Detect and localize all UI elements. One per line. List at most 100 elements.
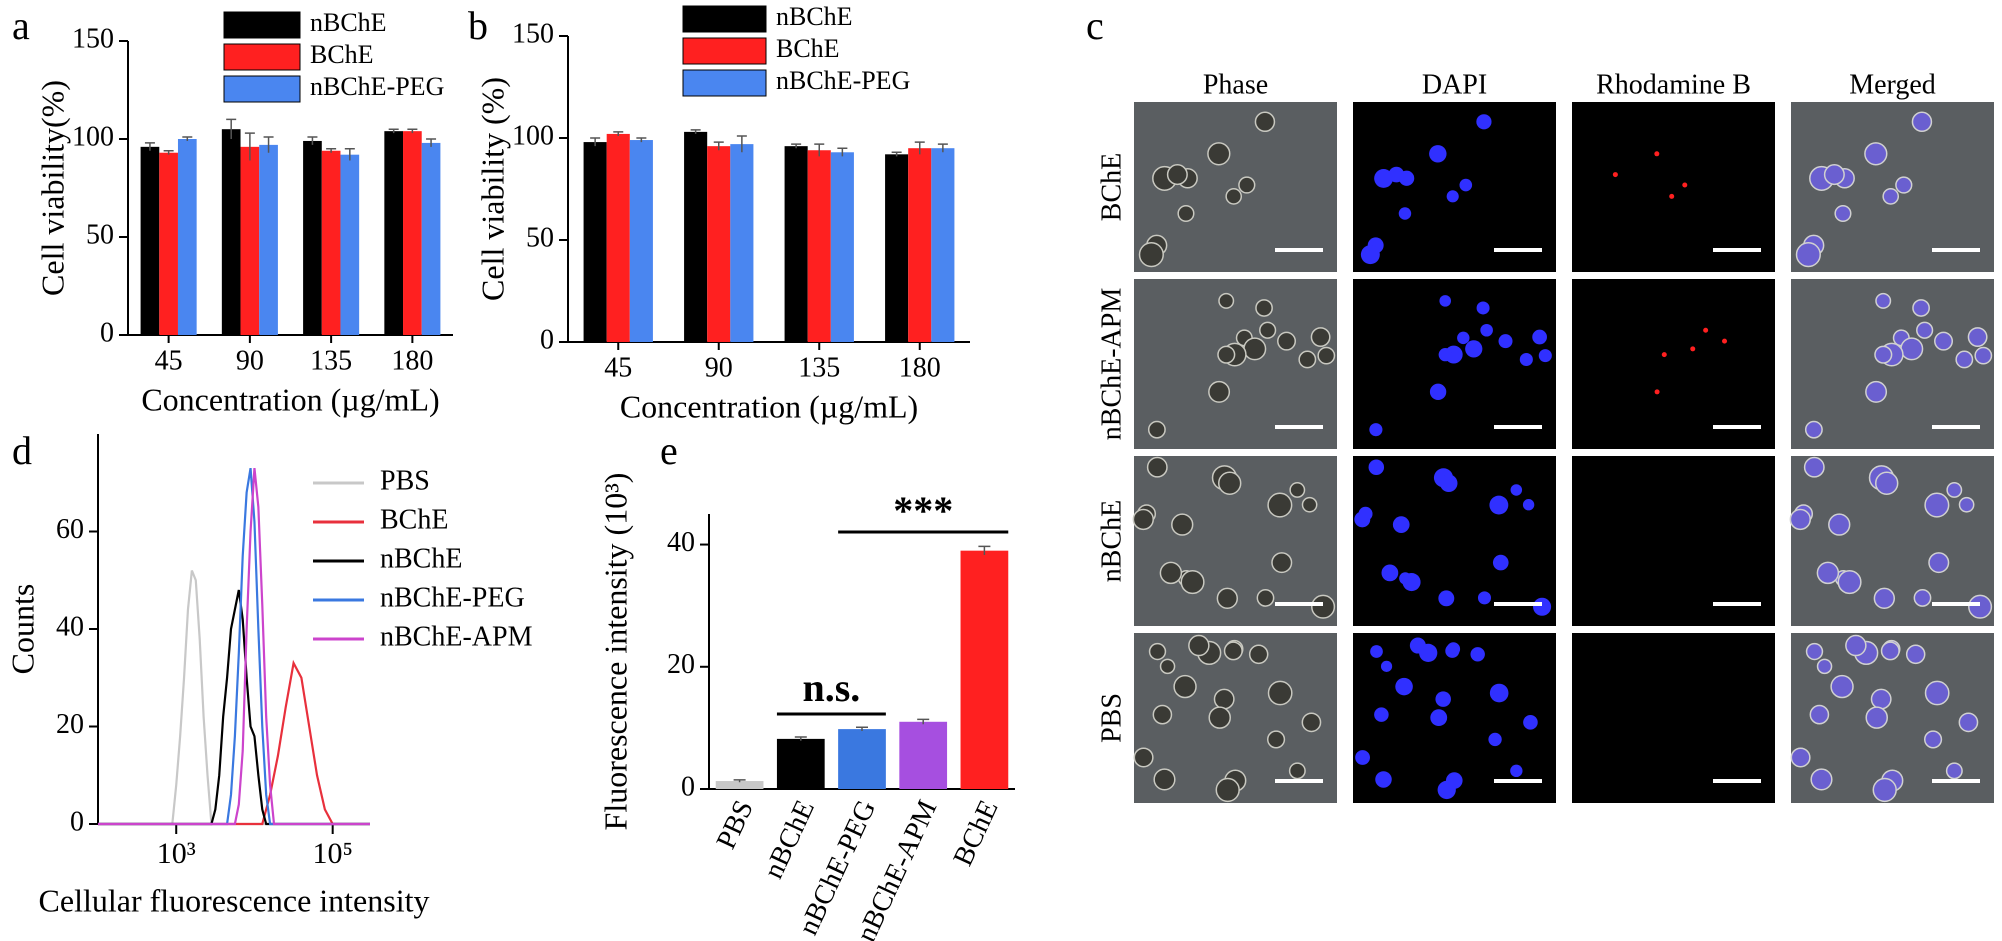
- annotation: ***: [893, 488, 953, 533]
- legend-swatch: [223, 43, 301, 71]
- stain: [1722, 338, 1728, 344]
- micrograph: [1572, 456, 1775, 626]
- cell: [1238, 176, 1256, 194]
- bar: [807, 150, 831, 342]
- bar: [140, 146, 160, 335]
- error-bar: [814, 143, 825, 157]
- cell: [1810, 768, 1833, 791]
- row-label: nBChE: [1096, 500, 1127, 582]
- x-tick-label: 135: [310, 345, 352, 376]
- nucleus: [1446, 190, 1459, 203]
- y-tick-label: 40: [56, 611, 84, 642]
- x-tick-label: 135: [798, 352, 840, 383]
- cell: [1243, 337, 1267, 361]
- error-bar: [182, 136, 193, 141]
- bar: [838, 729, 886, 789]
- x-tick-label: 10⁵: [312, 837, 352, 870]
- cell: [1218, 471, 1242, 495]
- cell: [1830, 674, 1854, 699]
- error-bar: [791, 143, 802, 149]
- y-tick-label: 20: [56, 709, 84, 740]
- error-bar: [891, 151, 902, 157]
- cell: [1958, 712, 1979, 733]
- nucleus: [1488, 732, 1502, 747]
- nucleus: [1430, 709, 1448, 727]
- nucleus: [1510, 484, 1523, 496]
- cell: [1225, 188, 1243, 205]
- error-bar: [426, 138, 437, 147]
- stain: [1690, 346, 1696, 352]
- nucleus: [1398, 207, 1412, 220]
- error-bar: [794, 736, 807, 741]
- x-axis-label: Concentration (µg/mL): [620, 388, 918, 424]
- y-tick-label: 50: [526, 222, 554, 253]
- error-bar: [263, 136, 274, 153]
- nucleus: [1510, 764, 1523, 778]
- legend-label: nBChE: [310, 8, 387, 37]
- cell: [1289, 482, 1306, 498]
- legend-label: BChE: [380, 504, 448, 535]
- error-bar: [978, 545, 991, 555]
- y-tick-label: 0: [540, 324, 554, 355]
- cell: [1267, 680, 1293, 706]
- nucleus: [1439, 295, 1452, 307]
- nucleus: [1429, 145, 1447, 163]
- nucleus: [1519, 352, 1533, 367]
- cell: [1934, 331, 1954, 351]
- nucleus: [1470, 647, 1485, 662]
- bar: [259, 144, 278, 335]
- bar: [221, 129, 241, 335]
- error-bar: [713, 141, 724, 151]
- row-label: nBChE-APM: [1096, 288, 1127, 441]
- cell: [1207, 142, 1231, 166]
- y-tick-label: 20: [667, 649, 695, 680]
- bar: [908, 148, 932, 342]
- nucleus: [1355, 750, 1370, 765]
- histogram-line: [98, 570, 370, 826]
- cell: [1865, 706, 1888, 729]
- cell: [1248, 644, 1269, 665]
- legend-label: nBChE-PEG: [310, 72, 444, 101]
- nucleus: [1439, 474, 1458, 493]
- x-tick-label: 180: [899, 352, 941, 383]
- nucleus: [1477, 591, 1491, 605]
- nucleus: [1438, 590, 1455, 607]
- cell: [1816, 658, 1833, 675]
- bar: [303, 140, 322, 335]
- error-bar: [226, 118, 237, 139]
- cell: [1267, 492, 1293, 518]
- x-tick-label: BChE: [948, 796, 1005, 871]
- histogram-line: [98, 468, 370, 826]
- cell: [1913, 589, 1932, 607]
- bar: [240, 146, 260, 335]
- cell: [1809, 704, 1830, 725]
- cell: [1923, 730, 1943, 749]
- bar: [960, 550, 1009, 789]
- cell: [1882, 188, 1900, 205]
- column-label: Phase: [1203, 69, 1268, 100]
- legend-label: nBChE: [380, 543, 462, 574]
- cell: [1153, 768, 1176, 791]
- cell: [1132, 508, 1154, 531]
- error-bar: [613, 131, 624, 136]
- micrograph: [1572, 102, 1775, 272]
- cell: [1166, 164, 1188, 186]
- nucleus: [1435, 691, 1451, 707]
- cell: [1317, 346, 1336, 365]
- nucleus: [1489, 683, 1509, 703]
- error-bar: [326, 148, 337, 153]
- nucleus: [1532, 329, 1547, 345]
- nucleus: [1381, 564, 1399, 582]
- error-bar: [837, 147, 848, 157]
- error-bar: [937, 143, 948, 153]
- cell: [1905, 644, 1926, 665]
- cell: [1805, 642, 1824, 661]
- legend-swatch: [682, 5, 767, 33]
- cell: [1845, 634, 1867, 657]
- nucleus: [1476, 114, 1492, 130]
- bar: [384, 131, 404, 335]
- bar: [421, 142, 441, 335]
- cell: [1188, 634, 1210, 657]
- cell: [1301, 496, 1318, 513]
- error-bar: [163, 150, 174, 155]
